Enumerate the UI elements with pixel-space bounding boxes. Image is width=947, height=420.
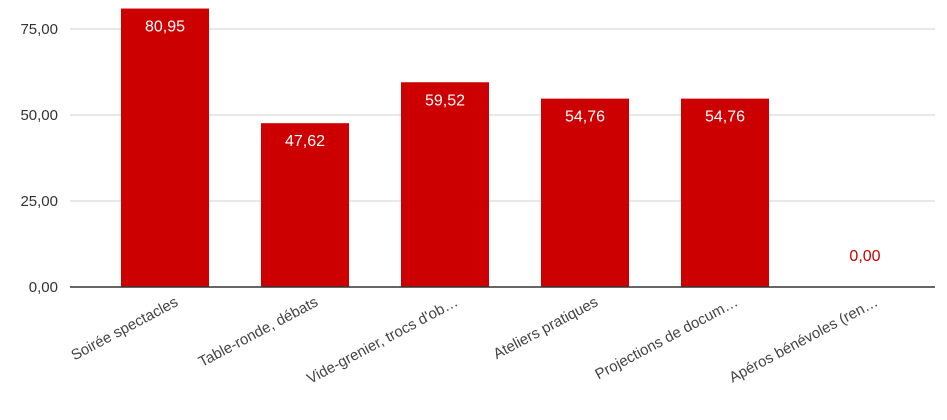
bars [121, 8, 769, 288]
x-axis-category-labels: Soirée spectacles Table-ronde, débatsVide… [68, 294, 881, 388]
x-category-label: Projections de docum… [592, 294, 741, 384]
x-category-label: Apéros bénévoles (ren… [726, 294, 880, 387]
bar [541, 98, 629, 287]
bar [681, 98, 769, 287]
bar-value-label: 54,76 [705, 109, 745, 126]
bar [401, 82, 489, 288]
x-category-label: Ateliers pratiques [491, 294, 601, 363]
y-tick-label: 75,00 [20, 21, 58, 38]
bar-value-label: 54,76 [565, 109, 605, 126]
y-tick-label: 0,00 [29, 279, 58, 296]
bar-value-label: 59,52 [425, 92, 465, 109]
bar [261, 123, 349, 288]
x-category-label: Table-ronde, débats [196, 294, 321, 371]
x-category-label: Vide-grenier, trocs d'ob… [304, 294, 461, 388]
y-axis-tick-labels: 0,00 25,00 50,00 75,00 [20, 21, 58, 296]
value-labels: 80,95 47,62 59,52 54,76 54,76 0,00 [145, 19, 881, 265]
y-tick-label: 25,00 [20, 193, 58, 210]
x-category-label: Soirée spectacles [68, 294, 181, 365]
y-tick-label: 50,00 [20, 107, 58, 124]
gridlines [70, 28, 935, 202]
bar-value-label: 47,62 [285, 133, 325, 150]
bar-value-label: 0,00 [849, 248, 880, 265]
bar-value-label: 80,95 [145, 19, 185, 36]
bar [121, 8, 209, 287]
